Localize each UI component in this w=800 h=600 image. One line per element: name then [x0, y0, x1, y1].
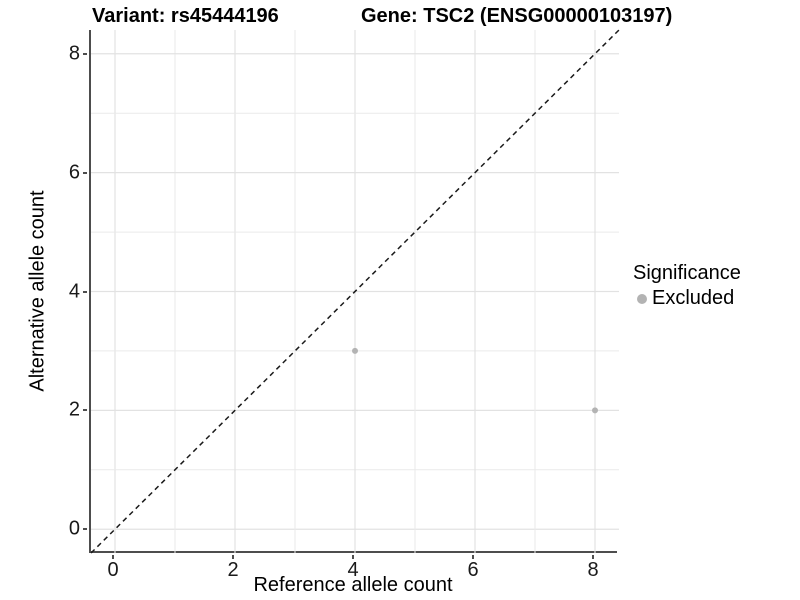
- x-axis-tick: [472, 555, 474, 559]
- y-axis-tick-label: 2: [68, 398, 80, 421]
- y-axis-tick-label: 4: [68, 280, 80, 302]
- data-point: [592, 407, 598, 414]
- y-axis-tick-label: 6: [68, 161, 80, 184]
- data-point: [352, 347, 358, 354]
- x-axis-tick: [352, 555, 354, 559]
- plot-panel: [89, 29, 620, 554]
- legend-item-label: Excluded: [652, 287, 735, 309]
- x-axis-title: Reference allele count: [253, 574, 453, 596]
- plot-canvas: [90, 29, 620, 554]
- y-axis-tick-label: 8: [68, 42, 80, 65]
- gene-title: Gene: TSC2 (ENSG00000103197): [361, 5, 673, 27]
- y-axis-tick: [83, 528, 87, 531]
- x-axis-tick-label: 4: [347, 559, 359, 581]
- y-axis-tick: [83, 409, 87, 412]
- x-axis-tick-label: 2: [227, 559, 239, 581]
- y-axis-tick: [83, 290, 87, 293]
- excluded-point-icon: [637, 293, 647, 304]
- x-axis-tick-label: 6: [467, 559, 479, 581]
- x-axis-tick-label: 8: [587, 559, 599, 581]
- legend: Significance Excluded: [633, 262, 741, 310]
- legend-item-excluded: Excluded: [633, 287, 741, 310]
- x-axis-tick-label: 0: [107, 559, 119, 581]
- y-axis-title: Alternative allele count: [26, 190, 49, 392]
- y-axis-tick: [83, 171, 87, 174]
- identity-reference-line: [90, 29, 620, 554]
- variant-title: Variant: rs45444196: [92, 5, 279, 27]
- x-axis-tick: [112, 555, 114, 559]
- y-axis-tick-label: 0: [68, 517, 80, 540]
- x-axis-tick: [232, 555, 234, 559]
- y-axis-tick: [83, 52, 87, 55]
- x-axis-tick: [592, 555, 594, 559]
- legend-title: Significance: [633, 262, 741, 284]
